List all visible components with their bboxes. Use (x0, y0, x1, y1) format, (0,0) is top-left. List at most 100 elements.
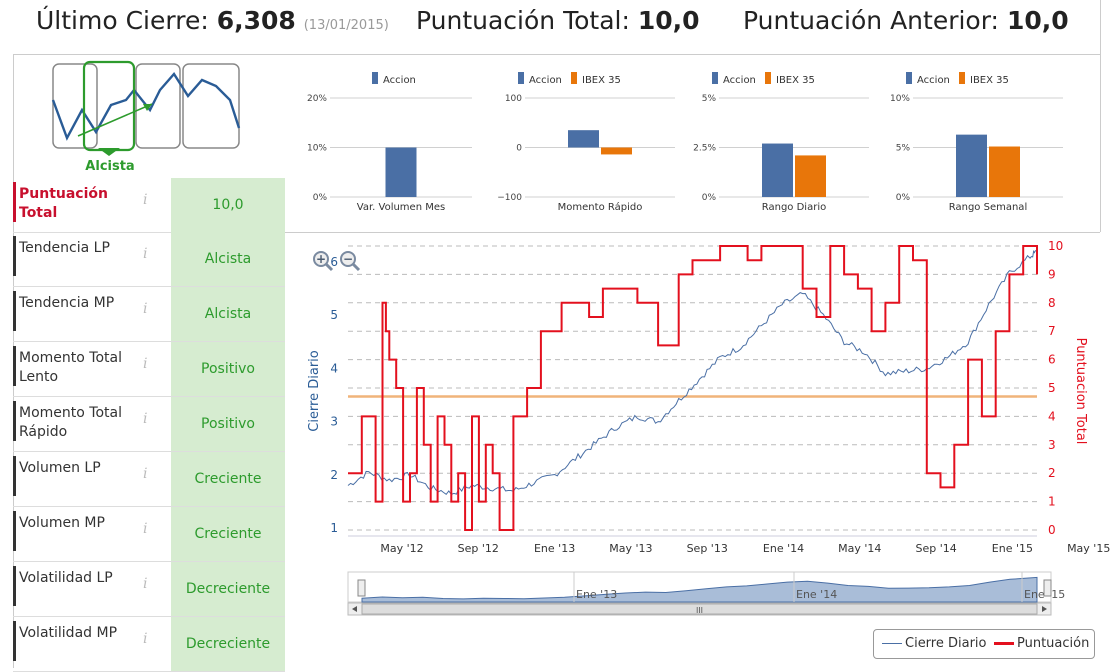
indicator-row: Volatilidad MP i Decreciente (13, 617, 285, 672)
bar (956, 134, 987, 197)
bar (795, 155, 826, 197)
navigator-right-handle[interactable] (1043, 579, 1052, 597)
zoom-out-icon[interactable]: − (340, 251, 361, 272)
y-tick-label: −100 (497, 193, 522, 203)
mini-chart: −100 0 100 Accion IBEX 35 Momento Rápido (497, 72, 675, 213)
zoom-in-icon[interactable]: + (313, 251, 334, 272)
row-accent-bar (13, 401, 16, 441)
legend-item-puntuacion[interactable]: Puntuación (1017, 636, 1090, 651)
zoom-in-glyph: + (316, 252, 326, 266)
x-tick-label: Sep '13 (687, 542, 728, 555)
legend-line-cierre (882, 643, 902, 644)
indicator-label: Volatilidad LP (19, 570, 113, 586)
scrollbar-thumb[interactable] (361, 603, 1038, 615)
previous-score: Puntuación Anterior: 10,0 (743, 6, 1069, 35)
y-right-tick-label: 10 (1048, 239, 1063, 253)
bar (601, 147, 632, 155)
y-right-tick-label: 3 (1048, 438, 1056, 452)
indicator-value: Creciente (171, 452, 285, 506)
scroll-left-arrow-icon[interactable] (352, 606, 357, 612)
info-icon[interactable]: i (143, 356, 148, 372)
indicator-value: Positivo (171, 342, 285, 396)
legend-line-puntuacion (994, 642, 1014, 645)
total-score: Puntuación Total: 10,0 (416, 6, 700, 35)
y-tick-label: 2.5% (693, 144, 716, 154)
legend-swatch (571, 72, 577, 84)
legend-label: IBEX 35 (970, 75, 1009, 86)
y-right-tick-label: 0 (1048, 523, 1056, 537)
indicator-value: Decreciente (171, 617, 285, 671)
y-tick-label: 0% (702, 193, 717, 203)
y-right-tick-label: 6 (1048, 353, 1056, 367)
indicator-row: Momento Total Lento i Positivo (13, 342, 285, 397)
row-accent-bar (13, 456, 16, 496)
info-icon[interactable]: i (143, 411, 148, 427)
indicator-label: Momento Total Lento (19, 350, 122, 385)
y-left-tick-label: 3 (330, 415, 338, 429)
info-icon[interactable]: i (143, 521, 148, 537)
scrollbar-grip: III (696, 606, 703, 615)
y-right-tick-label: 8 (1048, 296, 1056, 310)
info-icon[interactable]: i (143, 466, 148, 482)
category-label: Momento Rápido (558, 201, 643, 213)
x-tick-label: Sep '12 (458, 542, 499, 555)
divider (285, 232, 1100, 233)
y-tick-label: 10% (307, 144, 327, 154)
y-tick-label: 5% (702, 94, 717, 104)
legend-label: Accion (917, 75, 950, 86)
y-tick-label: 100 (505, 94, 522, 104)
indicator-row: Volumen MP i Creciente (13, 507, 285, 562)
info-icon[interactable]: i (143, 246, 148, 262)
y-tick-label: 0% (313, 193, 328, 203)
bar (568, 130, 599, 148)
info-icon[interactable]: i (143, 192, 148, 208)
indicator-row: Puntuación Total i 10,0 (13, 178, 285, 233)
previous-score-label: Puntuación Anterior: (743, 6, 999, 35)
indicator-label: Momento Total Rápido (19, 405, 122, 440)
row-accent-bar (13, 621, 16, 661)
zoom-out-glyph: − (343, 252, 353, 266)
y-right-tick-label: 4 (1048, 409, 1056, 423)
indicator-value: Decreciente (171, 562, 285, 616)
y-right-tick-label: 9 (1048, 267, 1056, 281)
x-tick-label: May '13 (609, 542, 652, 555)
indicator-row: Tendencia MP i Alcista (13, 287, 285, 342)
y-left-tick-label: 6 (330, 255, 338, 269)
y-left-tick-label: 1 (330, 521, 338, 535)
indicator-value: 10,0 (171, 178, 285, 232)
legend-label: Accion (383, 75, 416, 86)
legend-label: Accion (529, 75, 562, 86)
last-close: Último Cierre: 6,308 (13/01/2015) (36, 6, 389, 35)
navigator-label: Ene '14 (796, 588, 837, 601)
total-score-label: Puntuación Total: (416, 6, 630, 35)
previous-score-value: 10,0 (1006, 6, 1069, 35)
y-right-tick-label: 7 (1048, 324, 1056, 338)
navigator-left-handle[interactable] (357, 579, 366, 597)
divider (13, 54, 1100, 55)
scroll-right-arrow-icon[interactable] (1042, 606, 1047, 612)
x-tick-label: May '12 (380, 542, 423, 555)
row-accent-bar (13, 511, 16, 551)
trend-up-icon: Alcista (51, 60, 241, 174)
legend-swatch (765, 72, 771, 84)
row-accent-bar (13, 182, 16, 222)
info-icon[interactable]: i (143, 576, 148, 592)
indicator-row: Tendencia LP i Alcista (13, 232, 285, 287)
bar (385, 147, 417, 197)
info-icon[interactable]: i (143, 631, 148, 647)
x-tick-label: Ene '13 (534, 542, 575, 555)
x-tick-label: Sep '14 (915, 542, 956, 555)
bar (989, 146, 1020, 197)
mini-chart: 0% 10% 20% Accion Var. Volumen Mes (307, 72, 472, 213)
y-right-tick-label: 5 (1048, 381, 1056, 395)
last-close-value: 6,308 (216, 6, 296, 35)
indicator-label: Tendencia LP (19, 240, 110, 256)
x-tick-label: May '15 (1067, 542, 1110, 555)
indicator-label: Volumen LP (19, 460, 101, 476)
indicator-row: Volumen LP i Creciente (13, 452, 285, 507)
info-icon[interactable]: i (143, 301, 148, 317)
legend-item-cierre[interactable]: Cierre Diario (905, 636, 987, 651)
navigator-label: Ene '13 (576, 588, 617, 601)
legend-label: Accion (723, 75, 756, 86)
indicator-label: Volumen MP (19, 515, 105, 531)
